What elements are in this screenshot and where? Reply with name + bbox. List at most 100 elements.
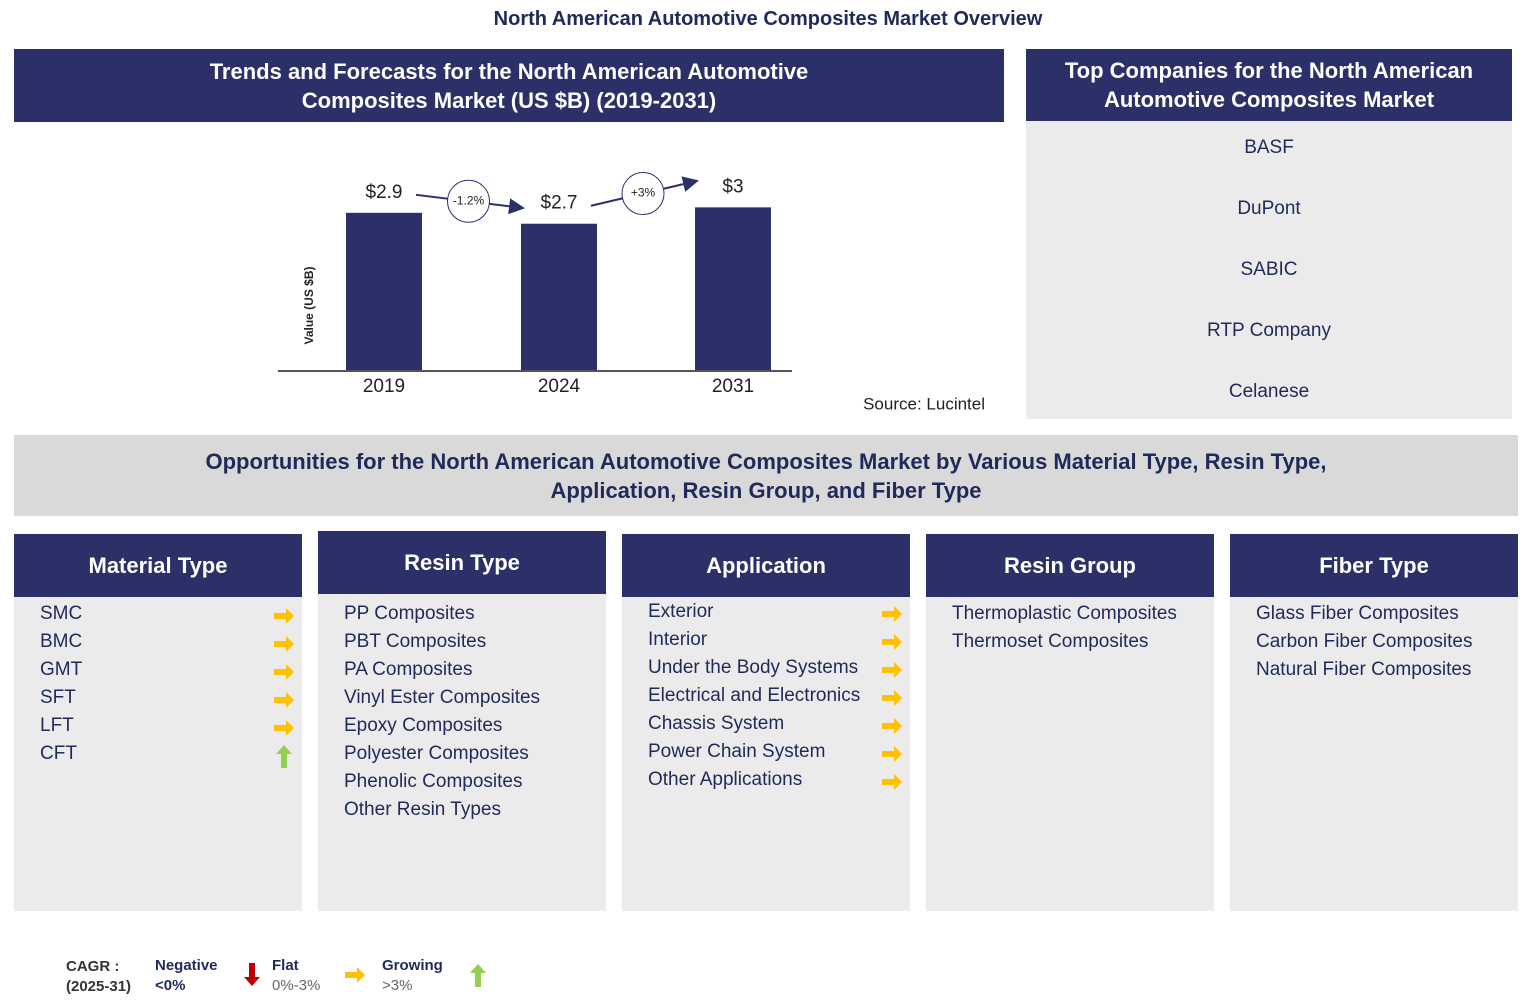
trend-icon <box>882 606 902 622</box>
arrow <box>244 963 260 986</box>
segment-item: Other Resin Types <box>344 799 502 820</box>
legend-period: (2025-31) <box>66 978 132 995</box>
segment-item: CFT <box>40 743 77 764</box>
segment-item: LFT <box>40 715 74 736</box>
segment-item: Thermoset Composites <box>952 631 1149 652</box>
arrow <box>274 692 294 708</box>
bar <box>521 223 597 371</box>
value-label: $2.9 <box>366 182 403 203</box>
segment-item: Electrical and Electronics <box>648 685 861 706</box>
trend-icon <box>882 718 902 734</box>
trend-icon <box>274 692 294 708</box>
segment-item: Polyester Composites <box>344 743 529 764</box>
companies-panel: BASF DuPont SABIC RTP Company Celanese <box>1026 121 1512 419</box>
bar <box>346 212 422 371</box>
chart-title: Trends and Forecasts for the North Ameri… <box>209 58 809 113</box>
x-tick-label: 2024 <box>538 376 581 397</box>
segment-header: Application <box>622 534 910 597</box>
segment-title: Resin Type <box>404 550 520 575</box>
legend-range: <0% <box>155 977 186 994</box>
segment-panel <box>318 594 606 911</box>
arrow <box>882 774 902 790</box>
segment-header: Resin Type <box>318 531 606 594</box>
segment-panel <box>14 597 302 911</box>
segment-title: Fiber Type <box>1319 553 1429 578</box>
segment-item: Glass Fiber Composites <box>1256 603 1459 624</box>
bar <box>695 207 771 371</box>
companies-header: Top Companies for the North American Aut… <box>1026 49 1512 121</box>
trend-icon <box>345 967 365 983</box>
value-label: $3 <box>722 176 743 197</box>
value-label: $2.7 <box>541 193 578 214</box>
segment-item: Under the Body Systems <box>648 657 859 678</box>
cagr-circle <box>621 172 665 216</box>
source: Source: Lucintel <box>863 394 985 413</box>
arrow <box>882 690 902 706</box>
legend-title: CAGR : <box>66 958 120 975</box>
segment-item: PBT Composites <box>344 631 487 652</box>
trend-icon <box>882 662 902 678</box>
segment-item: Carbon Fiber Composites <box>1256 631 1473 652</box>
segment-item: SFT <box>40 687 76 708</box>
arrow <box>882 746 902 762</box>
legend-label: Flat <box>272 957 299 974</box>
arrow <box>882 606 902 622</box>
arrow <box>274 608 294 624</box>
segment-item: Power Chain System <box>648 741 826 762</box>
chart-header: Trends and Forecasts for the North Ameri… <box>14 49 1004 122</box>
trend-icon <box>274 664 294 680</box>
segment-header: Fiber Type <box>1230 534 1518 597</box>
arrow <box>274 720 294 736</box>
arrow <box>882 662 902 678</box>
arrow <box>470 964 486 987</box>
arrow <box>345 967 365 983</box>
segment-title: Resin Group <box>1003 553 1136 578</box>
segment-item: Natural Fiber Composites <box>1256 659 1472 680</box>
arrow <box>882 718 902 734</box>
page-title: North American Automotive Composites Mar… <box>493 8 1043 30</box>
x-tick-label: 2031 <box>712 376 754 397</box>
segment-panel <box>622 597 910 911</box>
arrow <box>882 634 902 650</box>
trend-icon <box>274 720 294 736</box>
arrow <box>276 745 292 768</box>
company-name: Celanese <box>1228 381 1310 402</box>
segment-item: BMC <box>40 631 83 652</box>
trend-icon <box>882 690 902 706</box>
trend-icon <box>274 608 294 624</box>
segment-item: Vinyl Ester Composites <box>344 687 541 708</box>
trend-icon <box>244 963 260 986</box>
companies-title: Top Companies for the North American Aut… <box>1064 58 1474 112</box>
opportunities-title: Opportunities for the North American Aut… <box>205 448 1327 503</box>
company-name: DuPont <box>1237 198 1301 219</box>
cagr-label: -1.2% <box>453 193 485 207</box>
segment-item: SMC <box>40 603 83 624</box>
segment-item: Phenolic Composites <box>344 771 523 792</box>
segment-header: Resin Group <box>926 534 1214 597</box>
legend-range: 0%-3% <box>272 977 321 994</box>
y-axis-label: Value (US $B) <box>302 266 316 344</box>
company-name: SABIC <box>1240 259 1298 280</box>
chart: $2.9 2019 $2.7 2024 $3 2031 Value (US $B) -1.2%… <box>278 172 985 413</box>
x-tick-label: 2019 <box>363 376 405 397</box>
segment-panel <box>926 597 1214 911</box>
segment-item: Interior <box>648 629 708 650</box>
arrow <box>274 636 294 652</box>
segment-item: Epoxy Composites <box>344 715 503 736</box>
legend-label: Negative <box>155 957 218 974</box>
segment-item: Thermoplastic Composites <box>952 603 1177 624</box>
cagr-label: +3% <box>631 186 656 200</box>
segment-title: Material Type <box>88 553 228 578</box>
segment-item: Chassis System <box>648 713 785 734</box>
company-name: RTP Company <box>1207 320 1331 341</box>
segment-panel <box>1230 597 1518 911</box>
trend-icon <box>470 964 486 987</box>
trend-icon <box>274 636 294 652</box>
cagr-circle <box>447 179 490 223</box>
trend-icon <box>882 774 902 790</box>
segment-title: Application <box>706 553 826 578</box>
company-name: BASF <box>1244 137 1294 158</box>
segment-item: Exterior <box>648 601 714 622</box>
arrow <box>274 664 294 680</box>
